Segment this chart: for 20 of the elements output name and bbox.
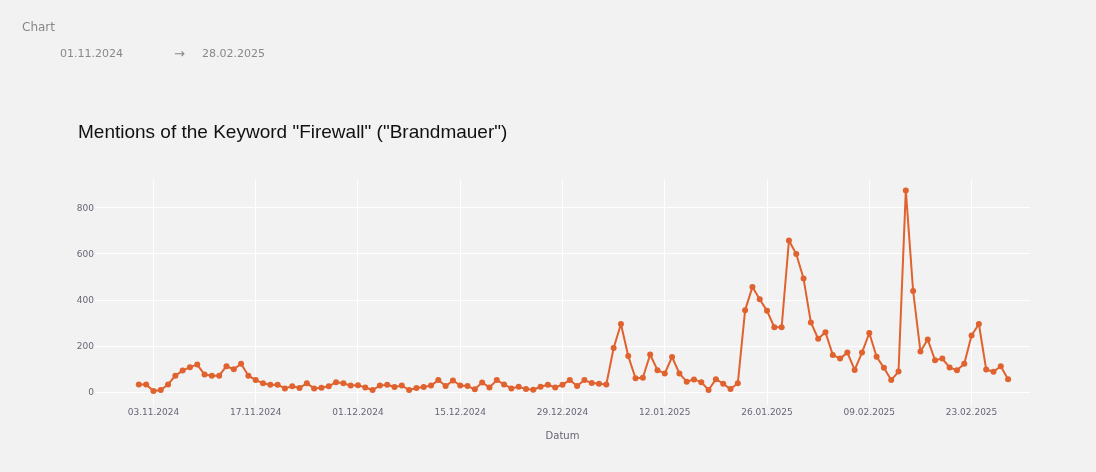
x-axis-title: Datum [545,429,580,441]
text: → [174,46,185,61]
x-tick-label: 26.01.2025 [741,407,793,417]
y-tick-label: 0 [88,387,95,398]
y-tick-label: 800 [76,202,95,213]
x-tick-label: 23.02.2025 [945,407,998,417]
x-tick-label: 03.11.2024 [127,407,180,417]
text: 28.02.2025 [202,47,265,60]
text: 01.11.2024 [60,47,123,60]
chart-title: Mentions of the Keyword "Firewall" ("Brandmauer") [78,120,508,142]
x-tick-label: 01.12.2024 [332,407,385,417]
x-tick-label: 17.11.2024 [229,407,282,417]
text: Chart [22,20,56,34]
y-tick-label: 600 [76,249,95,259]
x-tick-label: 15.12.2024 [434,407,487,417]
x-tick-label: 09.02.2025 [843,407,896,417]
y-tick-label: 400 [76,295,95,306]
x-tick-label: 12.01.2025 [639,407,691,417]
y-tick-label: 200 [76,341,95,352]
x-tick-label: 29.12.2024 [536,407,589,417]
